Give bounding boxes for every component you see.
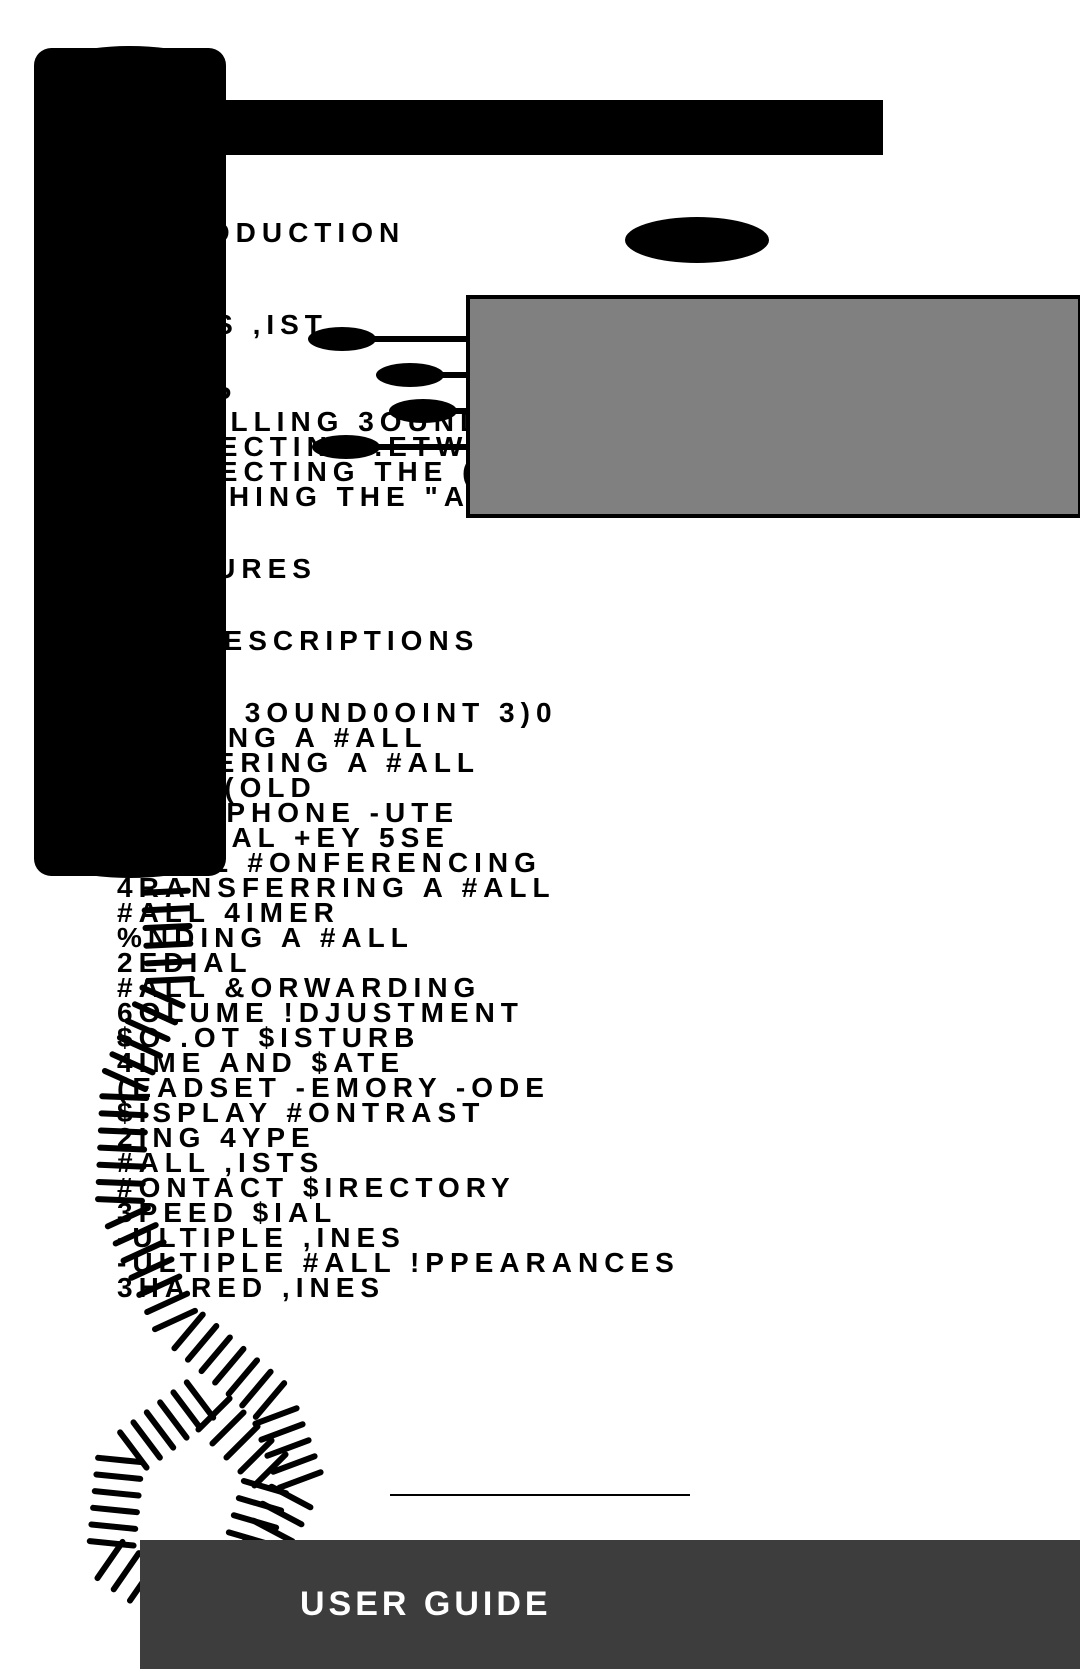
- footer-label: USER GUIDE: [300, 1585, 552, 1624]
- divider-line: [390, 1494, 690, 1496]
- footer-bar: USER GUIDE: [140, 1540, 1080, 1669]
- phone-illustration: [0, 0, 1080, 1669]
